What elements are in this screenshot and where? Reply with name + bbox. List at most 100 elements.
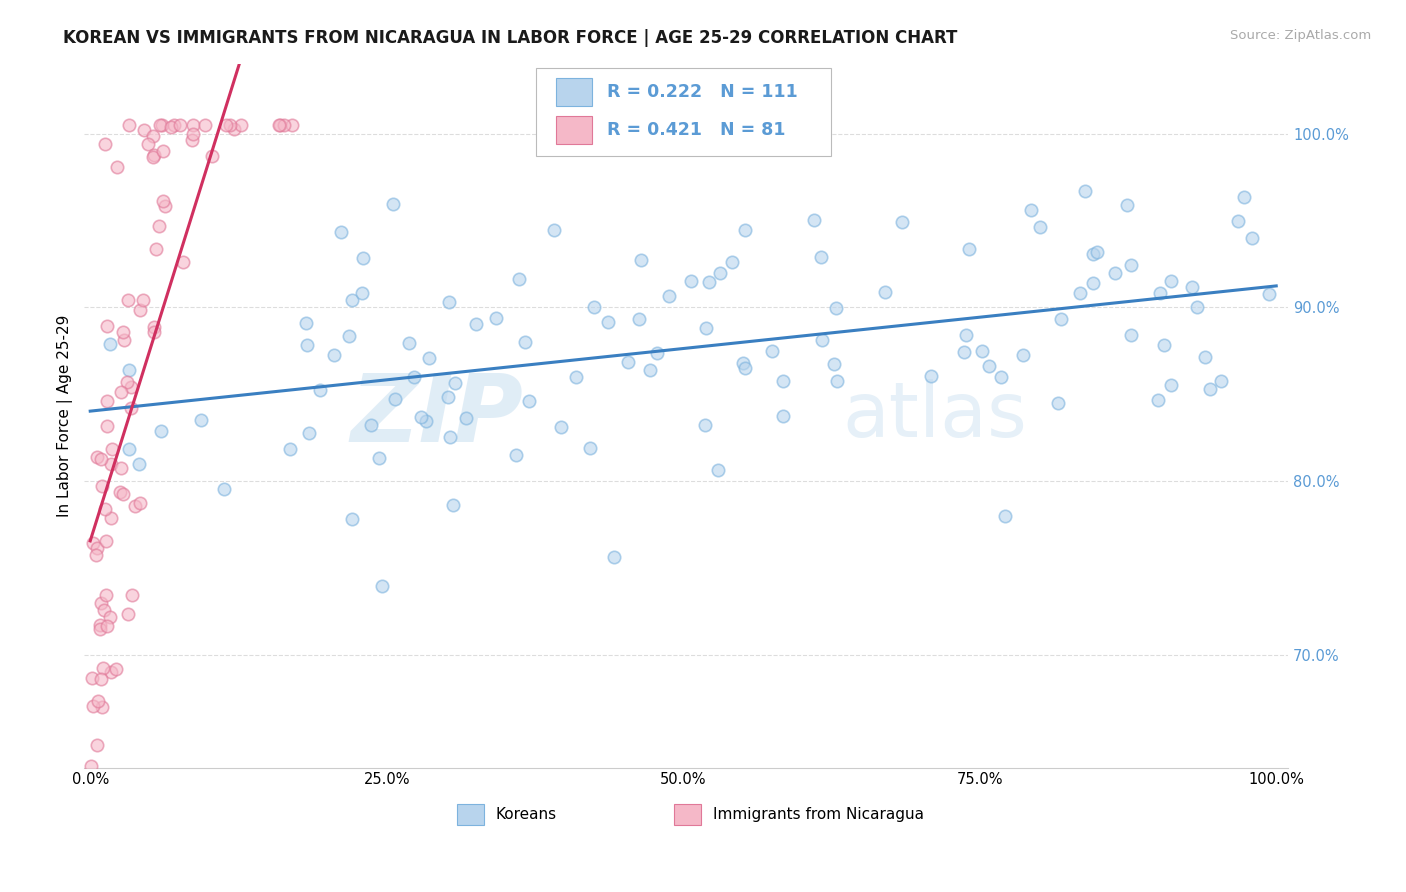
- Point: [873, 285, 896, 299]
- Point: [1029, 220, 1052, 235]
- Point: [269, 118, 291, 132]
- Point: [112, 486, 135, 500]
- Point: [145, 242, 167, 256]
- Point: [1153, 338, 1175, 352]
- Point: [825, 375, 848, 389]
- Point: [194, 118, 217, 132]
- Point: [627, 311, 650, 326]
- Point: [638, 363, 661, 377]
- Text: R = 0.421   N = 81: R = 0.421 N = 81: [607, 121, 785, 139]
- Point: [693, 418, 716, 433]
- Point: [957, 242, 980, 256]
- Point: [398, 335, 420, 350]
- Point: [90, 699, 112, 714]
- Point: [734, 361, 756, 376]
- Point: [117, 293, 139, 308]
- Text: atlas: atlas: [842, 379, 1028, 453]
- Point: [1081, 276, 1104, 290]
- Point: [508, 271, 530, 285]
- Point: [79, 759, 101, 773]
- Point: [308, 384, 330, 398]
- Point: [132, 293, 155, 307]
- Point: [278, 442, 301, 456]
- Point: [772, 375, 794, 389]
- Point: [96, 418, 118, 433]
- Point: [172, 254, 194, 268]
- Point: [994, 509, 1017, 524]
- Point: [101, 442, 124, 457]
- Point: [100, 457, 122, 471]
- Point: [160, 120, 183, 135]
- Point: [979, 359, 1001, 373]
- Point: [87, 693, 110, 707]
- Point: [1258, 286, 1281, 301]
- Point: [1047, 396, 1070, 410]
- Text: ZIP: ZIP: [352, 370, 523, 462]
- Point: [1185, 300, 1208, 314]
- Point: [823, 357, 845, 371]
- Point: [96, 588, 118, 602]
- FancyBboxPatch shape: [536, 68, 831, 155]
- Point: [121, 380, 143, 394]
- FancyBboxPatch shape: [557, 78, 592, 106]
- Point: [1085, 244, 1108, 259]
- Point: [142, 149, 165, 163]
- Point: [90, 596, 112, 610]
- Point: [441, 498, 464, 512]
- Point: [149, 118, 172, 132]
- Point: [148, 219, 170, 233]
- Point: [1019, 203, 1042, 218]
- Point: [339, 329, 361, 343]
- Point: [1233, 190, 1256, 204]
- Point: [110, 385, 132, 400]
- Point: [142, 129, 165, 144]
- Point: [90, 672, 112, 686]
- Point: [143, 147, 166, 161]
- Point: [810, 250, 832, 264]
- Point: [1160, 274, 1182, 288]
- Point: [579, 441, 602, 455]
- Point: [86, 450, 108, 465]
- Point: [93, 603, 115, 617]
- Point: [134, 123, 156, 137]
- Text: Source: ZipAtlas.com: Source: ZipAtlas.com: [1230, 29, 1371, 42]
- Point: [1081, 246, 1104, 260]
- Point: [360, 417, 382, 432]
- Point: [110, 461, 132, 475]
- Point: [82, 671, 104, 685]
- Point: [602, 549, 624, 564]
- Point: [1069, 285, 1091, 300]
- Point: [149, 424, 172, 438]
- Point: [456, 410, 478, 425]
- Point: [485, 310, 508, 325]
- Point: [437, 390, 460, 404]
- Point: [709, 266, 731, 280]
- Point: [565, 370, 588, 384]
- Point: [273, 118, 295, 132]
- Point: [803, 213, 825, 227]
- Point: [163, 118, 186, 132]
- Point: [1160, 377, 1182, 392]
- Point: [1194, 350, 1216, 364]
- Point: [890, 215, 912, 229]
- Point: [108, 484, 131, 499]
- Point: [418, 351, 440, 365]
- Point: [129, 302, 152, 317]
- Point: [323, 348, 346, 362]
- Point: [90, 479, 112, 493]
- Point: [920, 368, 942, 383]
- Point: [89, 622, 111, 636]
- Point: [142, 319, 165, 334]
- Point: [117, 607, 139, 621]
- Point: [825, 301, 848, 315]
- Point: [630, 253, 652, 268]
- Point: [90, 451, 112, 466]
- Point: [231, 118, 253, 132]
- Point: [409, 409, 432, 424]
- Point: [150, 118, 173, 132]
- Y-axis label: In Labor Force | Age 25-29: In Labor Force | Age 25-29: [58, 315, 73, 517]
- Point: [118, 362, 141, 376]
- Point: [82, 536, 104, 550]
- Point: [93, 136, 115, 151]
- Point: [772, 409, 794, 424]
